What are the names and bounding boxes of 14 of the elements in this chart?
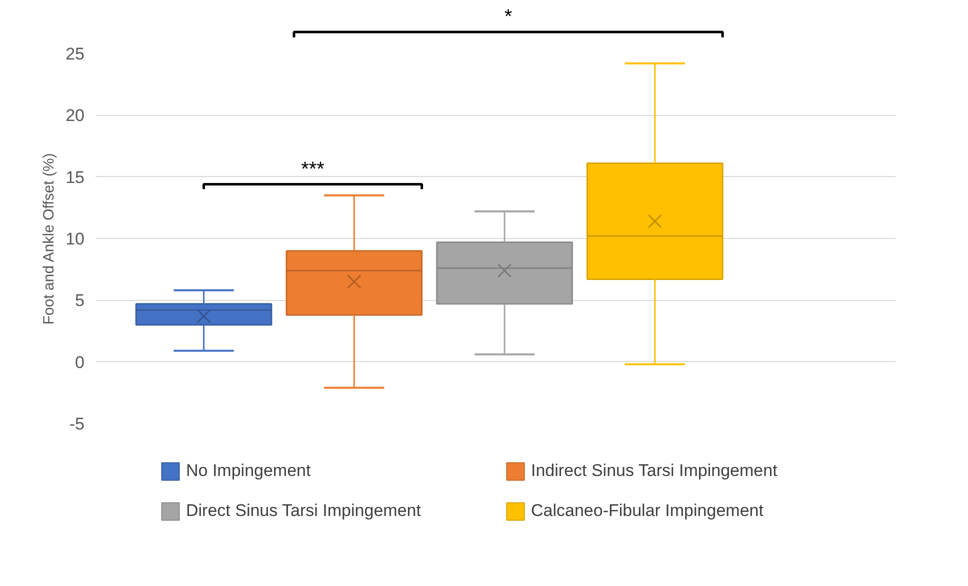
legend-label: Indirect Sinus Tarsi Impingement (531, 460, 778, 480)
y-tick-label: 20 (66, 106, 85, 126)
y-tick-label: 0 (75, 352, 85, 372)
legend-label: Calcaneo-Fibular Impingement (531, 500, 764, 520)
annotation: *** (301, 158, 325, 181)
legend-label: Direct Sinus Tarsi Impingement (186, 500, 422, 520)
y-tick-label: -5 (69, 414, 85, 434)
legend-label: No Impingement (186, 460, 312, 480)
y-axis-title: Foot and Ankle Offset (%) (40, 153, 58, 325)
y-tick-label: 10 (66, 230, 85, 248)
text: * (504, 6, 512, 28)
y-tick-label: 15 (66, 168, 85, 187)
y-tick-label: 25 (66, 44, 85, 64)
y-tick-label: 5 (75, 291, 85, 310)
